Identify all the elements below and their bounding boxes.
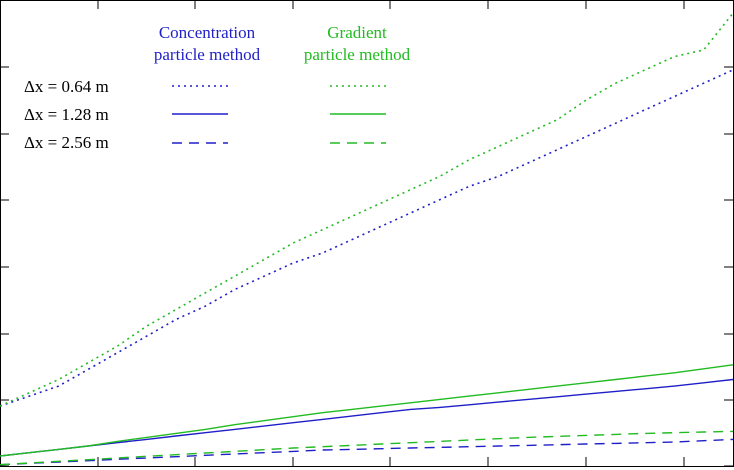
series-gradient-dx-256 [0,430,734,466]
series-concentration-dx-256 [0,438,734,466]
series-gradient-dx-128 [0,364,734,457]
legend-row-label-0128: Δx = 1.28 m [24,105,109,124]
legend-header-concentration-line1: Concentration [159,23,256,42]
legend-row-label-0064: Δx = 0.64 m [24,77,109,96]
series-concentration-dx-128 [0,378,734,457]
legend-header-gradient-line1: Gradient [327,23,387,42]
legend-row-label-0256: Δx = 2.56 m [24,133,109,152]
legend: Concentration particle method Gradient p… [24,23,411,152]
series-concentration-dx-064 [0,69,734,407]
series-gradient-dx-064 [0,12,734,407]
legend-header-gradient-line2: particle method [304,45,411,64]
legend-header-concentration-line2: particle method [154,45,261,64]
series-lines [0,12,734,466]
